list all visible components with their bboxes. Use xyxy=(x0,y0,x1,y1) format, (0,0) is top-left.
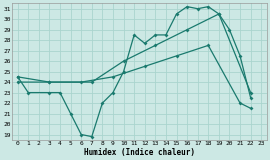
X-axis label: Humidex (Indice chaleur): Humidex (Indice chaleur) xyxy=(84,148,195,156)
